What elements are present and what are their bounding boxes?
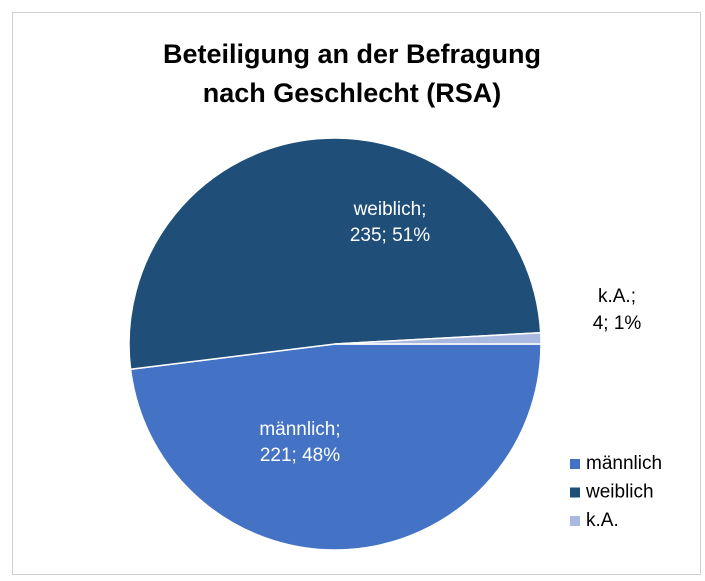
- pie-slice: [129, 343, 542, 551]
- data-label: männlich;: [259, 419, 340, 440]
- legend-label: weiblich: [585, 482, 654, 503]
- legend-swatch: [570, 487, 580, 498]
- data-label: k.A.;: [598, 286, 636, 307]
- data-label: weiblich;: [353, 199, 427, 220]
- legend-swatch: [570, 459, 580, 469]
- pie-slice: [128, 137, 542, 371]
- data-label: 4; 1%: [593, 313, 642, 334]
- data-label: 235; 51%: [350, 225, 430, 246]
- legend-swatch: [570, 516, 580, 526]
- legend-label: männlich: [586, 453, 662, 474]
- chart-title: Beteiligung an der Befragung: [163, 39, 541, 69]
- pie-slice: [334, 331, 542, 345]
- legend-label: k.A.: [586, 510, 619, 531]
- data-label: 221; 48%: [260, 445, 340, 466]
- chart-title: nach Geschlecht (RSA): [203, 78, 502, 108]
